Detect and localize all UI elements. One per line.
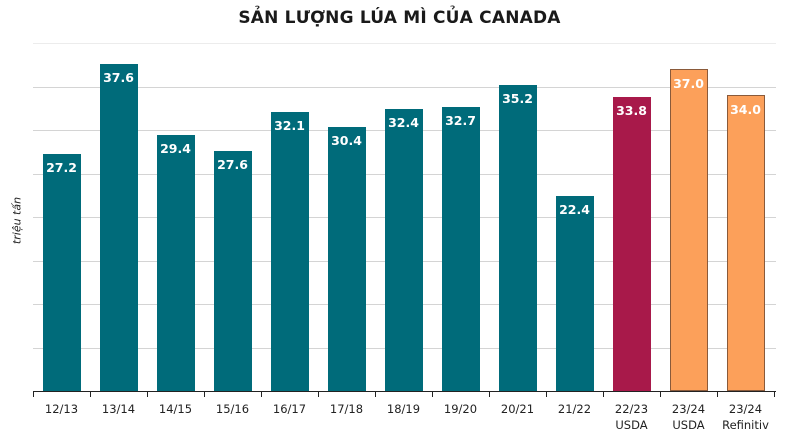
bar-value-label: 29.4 xyxy=(160,141,191,157)
bar: 33.8 xyxy=(612,96,651,391)
bar-value-label: 27.6 xyxy=(217,156,248,172)
bar-value-label: 32.7 xyxy=(445,112,476,128)
bar: 32.4 xyxy=(384,109,423,391)
x-axis-tick xyxy=(603,391,604,397)
x-axis-tick-label: 19/20 xyxy=(443,402,478,416)
bar-value-label: 33.8 xyxy=(616,102,647,118)
x-axis-tick xyxy=(546,391,547,397)
x-axis-tick-label: 18/19 xyxy=(386,402,421,416)
x-axis-tick xyxy=(261,391,262,397)
x-axis-tick xyxy=(660,391,661,397)
bar-value-label: 34.0 xyxy=(730,102,761,118)
x-axis-tick xyxy=(33,391,34,397)
bar: 37.6 xyxy=(99,63,138,391)
x-axis-tick-label: 14/15 xyxy=(158,402,193,416)
bar: 37.0 xyxy=(669,69,708,391)
gridline xyxy=(33,43,776,44)
x-axis-tick xyxy=(774,391,775,397)
gridline xyxy=(33,86,776,88)
chart-title: SẢN LƯỢNG LÚA MÌ CỦA CANADA xyxy=(238,8,561,28)
x-axis-tick-label: 21/22 xyxy=(557,402,592,416)
x-axis-tick-label: 23/24 Refinitiv xyxy=(722,402,769,432)
x-axis-tick xyxy=(489,391,490,397)
bar: 22.4 xyxy=(555,196,594,391)
bar: 30.4 xyxy=(327,126,366,391)
x-axis-tick xyxy=(204,391,205,397)
bar: 27.2 xyxy=(42,154,81,391)
x-axis-tick xyxy=(375,391,376,397)
bar-value-label: 32.4 xyxy=(388,115,419,131)
bar-value-label: 30.4 xyxy=(331,132,362,148)
bar-value-label: 27.2 xyxy=(46,160,77,176)
x-axis-tick xyxy=(147,391,148,397)
bar-value-label: 37.0 xyxy=(673,76,704,92)
x-axis-tick xyxy=(432,391,433,397)
x-axis-tick-label: 13/14 xyxy=(101,402,136,416)
x-axis-tick-label: 12/13 xyxy=(44,402,79,416)
y-axis-label: triệu tấn xyxy=(10,196,24,245)
bar: 32.1 xyxy=(270,111,309,391)
bar: 34.0 xyxy=(726,95,765,391)
plot-area: 27.2 12/13 37.6 13/14 29.4 14/15 27.6 15/16 32.1… xyxy=(33,43,776,432)
bar: 27.6 xyxy=(213,150,252,391)
x-axis-tick-label: 22/23 USDA xyxy=(614,402,649,432)
x-axis-tick-label: 16/17 xyxy=(272,402,307,416)
bar-value-label: 22.4 xyxy=(559,202,590,218)
x-axis-tick xyxy=(318,391,319,397)
bar: 29.4 xyxy=(156,135,195,391)
bar: 32.7 xyxy=(441,106,480,391)
x-axis-tick-label: 20/21 xyxy=(500,402,535,416)
bar-value-label: 35.2 xyxy=(502,90,533,106)
bar: 35.2 xyxy=(498,84,537,391)
x-axis-tick-label: 17/18 xyxy=(329,402,364,416)
bar-value-label: 37.6 xyxy=(103,69,134,85)
x-axis-tick-label: 15/16 xyxy=(215,402,250,416)
x-axis-line xyxy=(33,391,776,392)
x-axis-tick xyxy=(90,391,91,397)
x-axis-tick-label: 23/24 USDA xyxy=(671,402,706,432)
x-axis-tick xyxy=(717,391,718,397)
bar-value-label: 32.1 xyxy=(274,117,305,133)
